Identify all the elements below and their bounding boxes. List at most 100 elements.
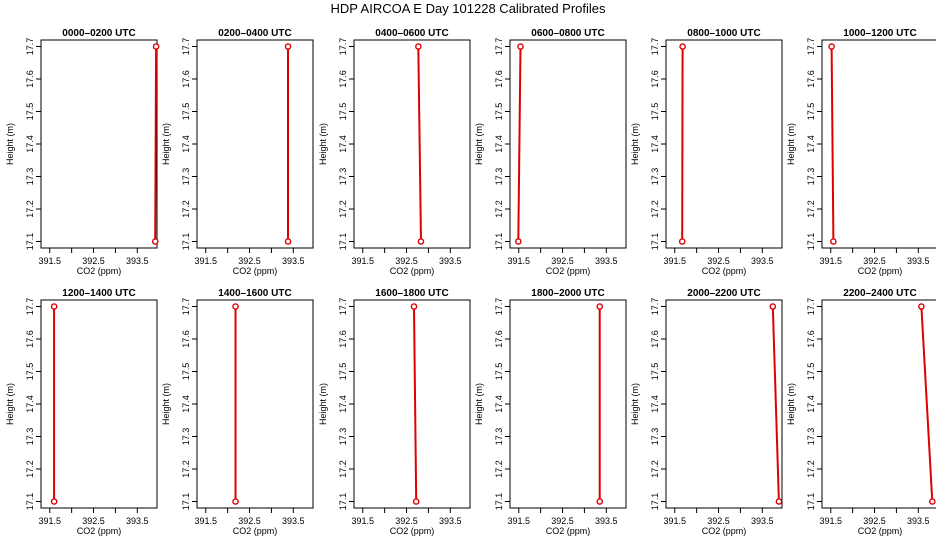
y-axis-label: Height (m) [5,123,15,165]
plot-frame [40,39,158,249]
plot-frame [509,39,627,249]
y-tick-label: 17.4 [338,395,348,413]
profile-point [769,303,777,310]
y-tick-label: 17.3 [650,428,660,446]
y-tick-label: 17.7 [25,298,35,316]
x-tick-label: 391.5 [819,256,842,266]
y-axis-label: Height (m) [786,383,796,425]
y-tick-label: 17.1 [181,233,191,251]
y-tick-label: 17.7 [338,298,348,316]
plot-frame [821,299,936,509]
y-tick-label: 17.2 [494,460,504,478]
profile-panel: 2200–2400 UTC 391.5 392.5 393.5 CO2 (ppm) 17.… [786,288,936,536]
profile-line [920,306,934,502]
y-tick-label: 17.4 [806,135,816,153]
y-tick-label: 17.4 [650,395,660,413]
y-tick-label: 17.7 [338,38,348,56]
x-tick-label: 393.5 [907,256,930,266]
y-tick-label: 17.1 [494,493,504,511]
y-tick-label: 17.6 [806,70,816,88]
y-tick-label: 17.2 [338,460,348,478]
x-tick-label: 393.5 [439,516,462,526]
profile-point [596,303,604,310]
profile-line [417,46,422,242]
profile-panel: 2000–2200 UTC 391.5 392.5 393.5 CO2 (ppm) 17.… [630,288,783,536]
profile-point [830,238,837,245]
profile-point [412,498,420,505]
x-tick-label: 393.5 [751,256,774,266]
x-tick-label: 391.5 [819,516,842,526]
y-tick-label: 17.3 [494,168,504,186]
y-tick-label: 17.7 [25,38,35,56]
y-tick-label: 17.2 [181,460,191,478]
profile-point [517,43,524,50]
x-tick-label: 393.5 [282,516,305,526]
x-tick-label: 392.5 [707,256,730,266]
y-tick-label: 17.1 [338,233,348,251]
profile-panel: 0200–0400 UTC 391.5 392.5 393.5 CO2 (ppm) 17.… [161,28,314,276]
profile-point [828,43,835,50]
y-tick-label: 17.3 [806,168,816,186]
y-tick-label: 17.2 [338,200,348,218]
x-tick-label: 392.5 [238,516,261,526]
y-tick-label: 17.6 [650,330,660,348]
y-tick-label: 17.3 [806,428,816,446]
profile-point [284,238,292,245]
y-tick-label: 17.3 [181,428,191,446]
x-tick-label: 392.5 [82,516,105,526]
x-axis-label: CO2 (ppm) [546,526,591,536]
x-tick-label: 393.5 [907,516,930,526]
y-tick-label: 17.2 [806,200,816,218]
y-tick-label: 17.1 [494,233,504,251]
y-tick-label: 17.6 [494,330,504,348]
profile-panel: 1200–1400 UTC 391.5 392.5 393.5 CO2 (ppm) 17.… [5,288,158,536]
x-tick-label: 392.5 [395,516,418,526]
y-tick-label: 17.7 [494,38,504,56]
y-axis-label: Height (m) [474,383,484,425]
y-tick-label: 17.6 [181,70,191,88]
profile-line [771,306,780,502]
x-tick-label: 391.5 [351,516,374,526]
panel-title: 1600–1800 UTC [375,288,448,299]
profile-point [415,43,422,50]
profile-point [232,303,239,310]
y-tick-label: 17.1 [650,493,660,511]
profile-point [929,498,936,505]
y-tick-label: 17.5 [650,103,660,121]
x-tick-label: 393.5 [751,516,774,526]
profile-line [830,46,835,242]
y-tick-label: 17.6 [181,330,191,348]
x-tick-label: 393.5 [439,256,462,266]
y-tick-label: 17.1 [650,233,660,251]
profile-panel: 0400–0600 UTC 391.5 392.5 393.5 CO2 (ppm) 17.… [318,28,471,276]
y-tick-label: 17.2 [25,460,35,478]
y-axis-label: Height (m) [5,383,15,425]
y-tick-label: 17.4 [25,395,35,413]
y-tick-label: 17.4 [338,135,348,153]
x-tick-label: 392.5 [863,256,886,266]
panel-title: 2000–2200 UTC [687,288,760,299]
y-tick-label: 17.4 [25,135,35,153]
y-tick-label: 17.1 [25,493,35,511]
plot-frame [40,299,158,509]
y-tick-label: 17.6 [338,70,348,88]
y-axis-label: Height (m) [630,383,640,425]
panel-title: 1200–1400 UTC [62,288,135,299]
x-tick-label: 392.5 [395,256,418,266]
profile-point [232,498,239,505]
panel-title: 1800–2000 UTC [531,288,604,299]
y-tick-label: 17.5 [181,103,191,121]
y-axis-label: Height (m) [630,123,640,165]
y-tick-label: 17.4 [181,135,191,153]
y-tick-label: 17.2 [650,460,660,478]
y-tick-label: 17.2 [181,200,191,218]
y-tick-label: 17.4 [181,395,191,413]
x-tick-label: 393.5 [126,256,149,266]
x-tick-label: 391.5 [351,256,374,266]
y-tick-label: 17.7 [181,298,191,316]
profile-point [410,303,418,310]
y-axis-label: Height (m) [786,123,796,165]
y-tick-label: 17.6 [806,330,816,348]
profile-point [417,238,425,245]
y-tick-label: 17.5 [650,363,660,381]
